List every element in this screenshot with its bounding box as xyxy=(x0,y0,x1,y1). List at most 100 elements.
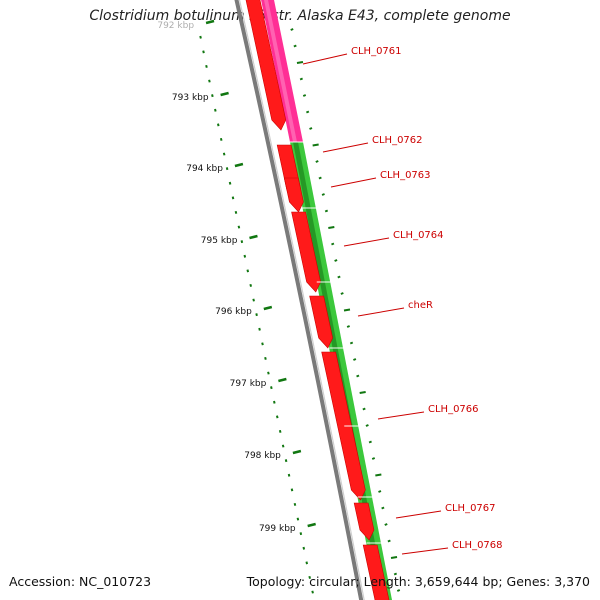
gene-label-leader xyxy=(343,237,390,247)
cds-arrows xyxy=(244,0,390,600)
backbone-highlight xyxy=(238,0,365,600)
gene-track-pink-light xyxy=(264,0,297,142)
cds-arrow[interactable] xyxy=(321,351,366,501)
outer-tick xyxy=(362,407,366,411)
ruler-dot xyxy=(308,575,311,579)
cds-arrow[interactable] xyxy=(244,0,287,131)
ruler-tick xyxy=(205,19,215,25)
ruler-dot xyxy=(219,137,223,141)
ruler-dot xyxy=(299,532,303,536)
gene-label[interactable]: CLH_0767 xyxy=(445,503,496,514)
ruler-tick-label: 799 kbp xyxy=(259,524,296,534)
ruler-dot xyxy=(287,473,291,477)
outer-tick xyxy=(293,44,297,48)
outer-tick xyxy=(318,176,322,180)
outer-tick xyxy=(378,490,382,493)
outer-tick xyxy=(356,374,360,378)
ruler-dot xyxy=(216,123,220,127)
gc-separators xyxy=(290,141,382,544)
ruler-tick xyxy=(278,377,287,383)
ruler-tick-label: 797 kbp xyxy=(230,379,267,389)
ruler-dot xyxy=(284,459,288,463)
outer-tick xyxy=(359,391,366,394)
gene-labels: CLH_0761 CLH_0762 CLH_0763 CLH_0764 cheR CLH_… xyxy=(302,46,503,555)
genome-summary-text: Topology: circular; Length: 3,659,644 bp… xyxy=(246,574,590,589)
outer-tick xyxy=(381,506,385,510)
ruler-dot xyxy=(222,152,226,156)
ruler-dot xyxy=(234,210,238,214)
gene-label-leader xyxy=(395,510,442,519)
ruler-dot xyxy=(202,50,205,54)
ruler-tick-label: 793 kbp xyxy=(172,93,209,103)
outer-tick xyxy=(393,572,398,576)
ruler-tick xyxy=(292,449,302,455)
outer-tick xyxy=(346,325,351,328)
ruler-dot xyxy=(211,94,214,98)
outer-tick xyxy=(387,539,391,543)
ruler-dot xyxy=(293,502,297,506)
outer-tick xyxy=(302,94,307,97)
ruler-dot xyxy=(246,269,250,273)
gene-label-leader xyxy=(377,411,425,420)
gene-label[interactable]: CLH_0763 xyxy=(380,170,431,181)
ruler-dot xyxy=(214,108,217,112)
gene-label-leader xyxy=(322,142,369,153)
ruler-dot xyxy=(255,313,258,317)
outer-tick xyxy=(343,308,351,312)
gene-label-leader xyxy=(302,53,348,65)
outer-tick xyxy=(353,358,357,361)
ruler: 792 kbp 793 kbp 794 kbp 795 kbp 796 kbp 797 k… xyxy=(157,19,316,594)
ruler-dot xyxy=(311,590,314,594)
outer-tick xyxy=(306,110,310,114)
ruler-tick xyxy=(234,162,244,168)
outer-tick xyxy=(321,193,325,196)
map-title: Clostridium botulinum E3 str. Alaska E43… xyxy=(89,8,511,24)
ruler-tick xyxy=(220,91,229,97)
cds-arrow[interactable] xyxy=(283,177,304,213)
ruler-dot xyxy=(270,386,273,390)
gene-label-leader xyxy=(357,307,405,317)
gene-label[interactable]: CLH_0761 xyxy=(351,46,402,57)
ruler-dot xyxy=(296,517,300,521)
ruler-dot xyxy=(258,327,261,331)
outer-tick xyxy=(371,457,376,460)
ruler-tick xyxy=(263,305,273,311)
ruler-dot xyxy=(243,254,247,258)
gene-label[interactable]: CLH_0762 xyxy=(372,135,423,146)
ruler-dot xyxy=(228,181,232,185)
gene-label-leader xyxy=(401,547,449,555)
outer-tick xyxy=(328,226,335,229)
gene-label[interactable]: CLH_0764 xyxy=(393,230,444,241)
accession-text: Accession: NC_010723 xyxy=(9,574,152,589)
ruler-dot xyxy=(264,356,267,360)
outer-ticks xyxy=(290,28,401,592)
outer-tick xyxy=(390,556,398,559)
outer-tick xyxy=(299,77,303,81)
ruler-dot xyxy=(302,546,306,550)
ruler-dot xyxy=(273,400,276,404)
cds-arrow[interactable] xyxy=(309,295,333,349)
ruler-dot xyxy=(225,167,229,171)
gene-label[interactable]: CLH_0766 xyxy=(428,404,479,415)
ruler-dot xyxy=(249,283,252,287)
outer-tick xyxy=(365,424,369,427)
ruler-dot xyxy=(278,429,282,433)
outer-tick xyxy=(349,341,354,345)
ruler-tick xyxy=(249,234,258,240)
cds-arrow[interactable] xyxy=(353,502,375,541)
ruler-dot xyxy=(267,371,270,375)
outer-tick xyxy=(375,473,382,477)
gene-label[interactable]: cheR xyxy=(408,300,433,311)
cds-arrow[interactable] xyxy=(362,544,390,600)
outer-tick xyxy=(331,242,335,246)
ruler-dot xyxy=(290,488,294,492)
cds-arrow[interactable] xyxy=(291,211,321,293)
ruler-dot xyxy=(305,561,309,565)
ruler-dot xyxy=(231,196,235,200)
gene-label-leader xyxy=(330,177,377,188)
outer-tick xyxy=(396,589,401,592)
outer-tick xyxy=(337,275,341,279)
outer-tick xyxy=(290,28,294,31)
gene-label[interactable]: CLH_0768 xyxy=(452,540,503,551)
